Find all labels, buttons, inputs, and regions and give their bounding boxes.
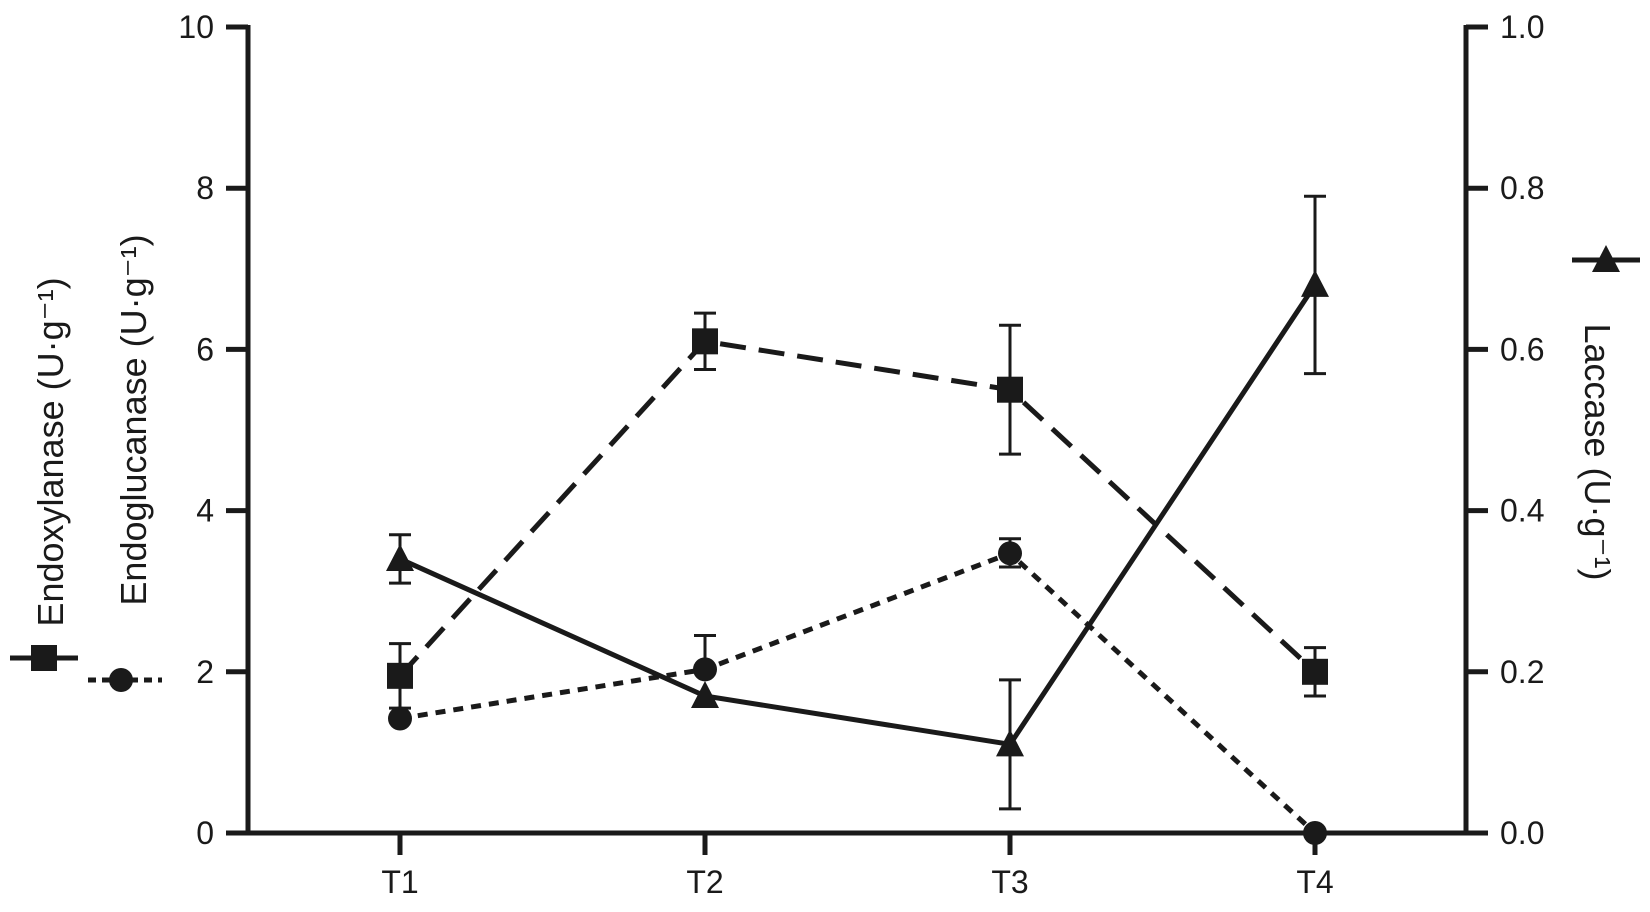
x-tick-label: T1 <box>381 864 418 900</box>
x-tick-label: T2 <box>686 864 723 900</box>
left-y-tick-label: 8 <box>196 170 214 206</box>
endoxylanase-point <box>387 662 413 689</box>
left-axis-title-endoxylanase: Endoxylanase (U·g⁻¹) <box>30 277 71 626</box>
endoglucanase-point <box>693 657 717 682</box>
series <box>386 194 1329 845</box>
endoxylanase-series <box>387 311 1328 710</box>
laccase-point <box>691 680 719 708</box>
legend-glyph-endoxylanase <box>10 645 78 671</box>
endoxylanase-point <box>692 328 718 355</box>
right-axis-title-laccase: Laccase (U·g⁻¹) <box>1577 323 1618 580</box>
right-y-tick-label: 0.0 <box>1500 815 1544 851</box>
endoxylanase-line <box>398 338 1317 678</box>
x-tick-label: T4 <box>1296 864 1333 900</box>
endoglucanase-point <box>388 706 412 731</box>
left-y-tick-label: 6 <box>196 331 214 367</box>
x-tick-label: T3 <box>991 864 1028 900</box>
left-y-tick-label: 2 <box>196 654 214 690</box>
right-y-tick-label: 0.4 <box>1500 493 1544 529</box>
endoglucanase-series <box>388 537 1327 845</box>
endoxylanase-axis-label: Endoxylanase (U·g⁻¹) <box>30 277 71 626</box>
laccase-point <box>386 543 414 571</box>
left-y-tick-label: 10 <box>178 9 214 45</box>
left-y-tick-label: 4 <box>196 493 214 529</box>
legend-glyph-laccase <box>1572 245 1640 272</box>
laccase-point <box>996 729 1024 757</box>
endoglucanase-point <box>998 541 1022 566</box>
left-axis-title-endoglucanase: Endoglucanase (U·g⁻¹) <box>113 234 154 605</box>
laccase-line <box>398 283 1318 748</box>
endoglucanase-line <box>399 550 1317 835</box>
right-y-tick-label: 1.0 <box>1500 9 1544 45</box>
laccase-series <box>386 194 1329 811</box>
right-y-tick-label: 0.8 <box>1500 170 1544 206</box>
legend-glyph-endoglucanase <box>88 668 162 692</box>
right-y-tick-label: 0.6 <box>1500 331 1544 367</box>
endoglucanase-point <box>1303 821 1327 845</box>
endoxylanase-point <box>1302 658 1328 685</box>
right-y-tick-label: 0.2 <box>1500 654 1544 690</box>
laccase-axis-label: Laccase (U·g⁻¹) <box>1577 323 1618 580</box>
left-y-tick-label: 0 <box>196 815 214 851</box>
axis-titles: Endoxylanase (U·g⁻¹) Endoglucanase (U·g⁻… <box>10 234 1640 692</box>
axes: 0 2 4 6 8 10 0.0 0.2 0.4 0.6 0.8 1.0 T1 T2 T3 T4 <box>178 9 1544 900</box>
endoglucanase-axis-label: Endoglucanase (U·g⁻¹) <box>113 234 154 605</box>
endoxylanase-point <box>997 376 1023 403</box>
laccase-point <box>1301 269 1329 297</box>
